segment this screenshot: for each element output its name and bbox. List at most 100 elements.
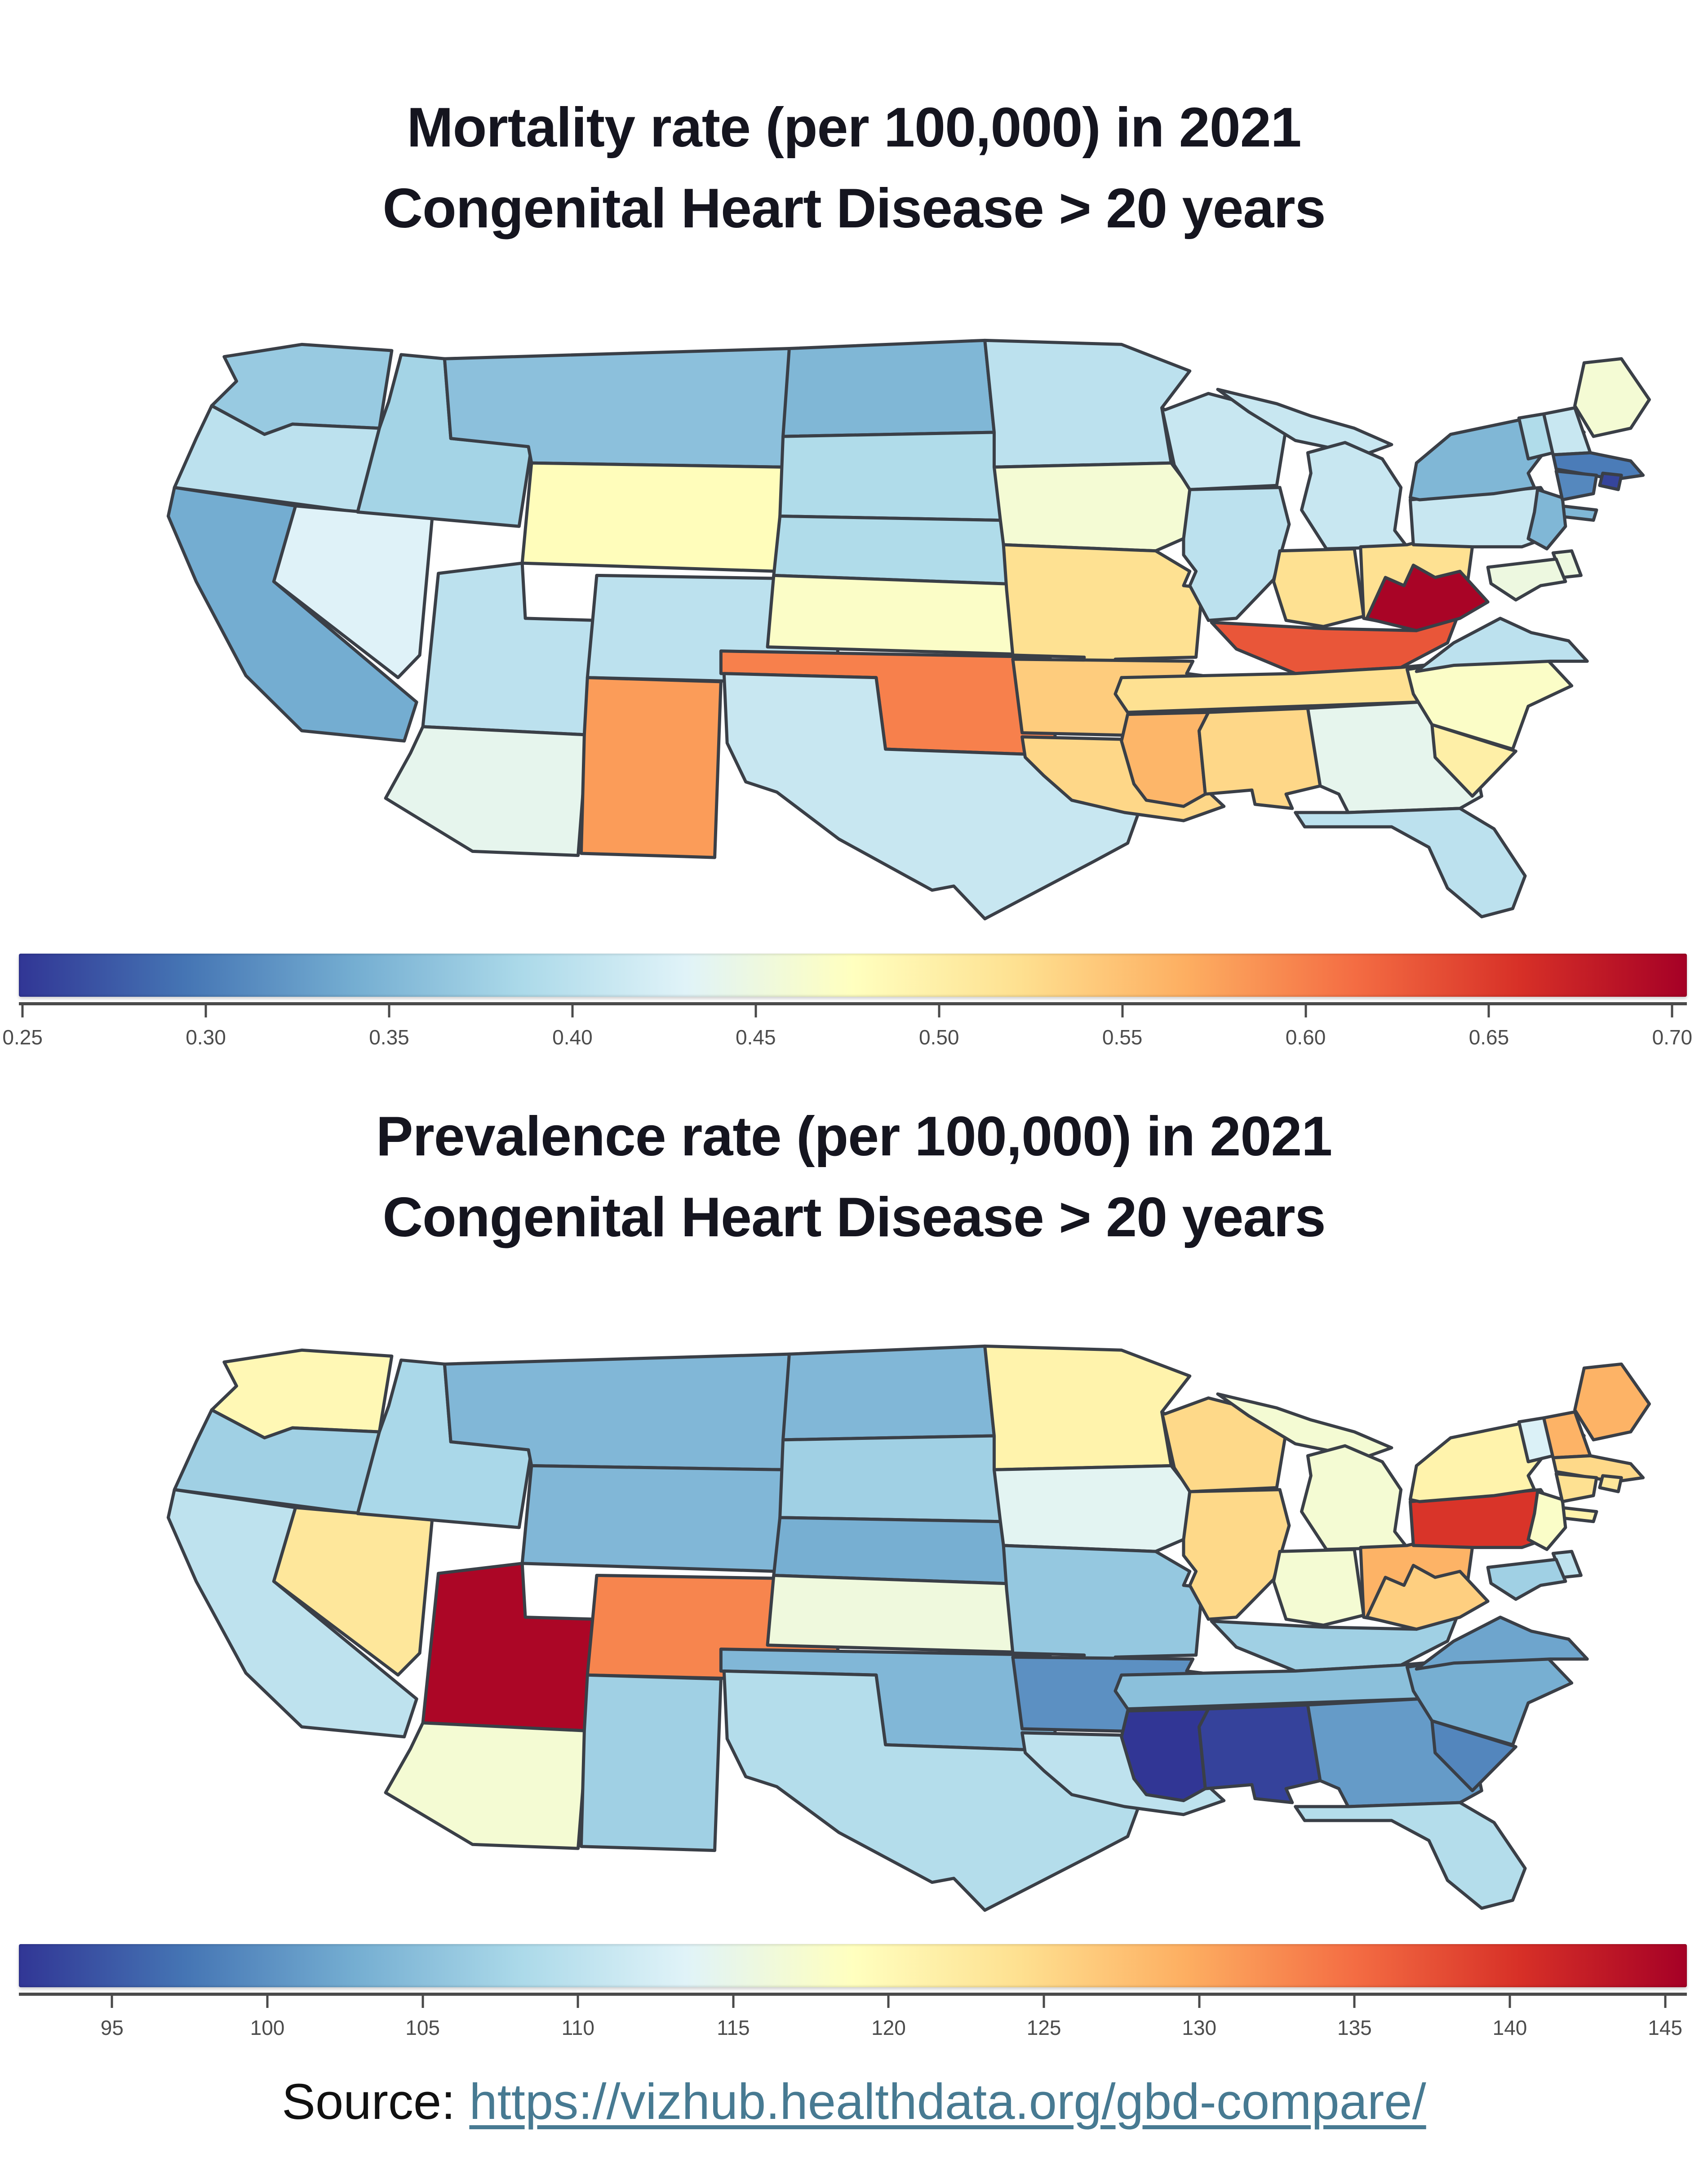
colorbar-tick-label: 105 <box>405 2016 440 2039</box>
mortality-title-line1: Mortality rate (per 100,000) in 2021 <box>407 97 1301 159</box>
prevalence-usa-map-svg <box>112 1312 1665 1930</box>
state-tx <box>724 674 1140 919</box>
colorbar-tick <box>571 1002 574 1017</box>
colorbar-tick <box>1043 1993 1045 2008</box>
colorbar-tick-label: 110 <box>561 2016 594 2039</box>
state-nm <box>581 678 721 857</box>
state-fl <box>1295 1803 1525 1908</box>
state-ut <box>423 563 597 735</box>
state-ia <box>994 1466 1196 1552</box>
colorbar-tick <box>732 1993 735 2008</box>
colorbar-tick <box>1671 1002 1673 1017</box>
colorbar-tick <box>887 1993 890 2008</box>
state-wv <box>1367 1565 1488 1629</box>
colorbar-tick-label: 0.65 <box>1468 1026 1509 1049</box>
colorbar-tick-label: 0.60 <box>1285 1026 1326 1049</box>
state-mi <box>1302 443 1407 549</box>
state-fl <box>1295 808 1525 917</box>
state-mo <box>1003 545 1202 674</box>
prevalence-colorbar: 95 100 105 110 115 120 125 130 135 140 145 <box>19 1944 1687 2063</box>
state-wv <box>1367 565 1488 631</box>
state-me <box>1575 1364 1650 1440</box>
state-ky <box>1211 1617 1457 1671</box>
state-nd <box>783 1346 994 1439</box>
state-md <box>1488 1559 1566 1599</box>
colorbar-tick <box>204 1002 207 1017</box>
prevalence-map-title: Prevalence rate (per 100,000) in 2021 Con… <box>0 1097 1708 1258</box>
state-tx <box>724 1671 1140 1910</box>
colorbar-tick <box>1487 1002 1490 1017</box>
colorbar-tick <box>111 1993 113 2008</box>
colorbar-tick-label: 145 <box>1648 2016 1682 2039</box>
state-mn <box>985 340 1190 467</box>
colorbar-tick <box>1664 1993 1667 2008</box>
colorbar-tick-label: 0.45 <box>736 1026 776 1049</box>
colorbar-tick <box>754 1002 757 1017</box>
state-ma <box>1553 453 1643 479</box>
mortality-colorbar-ticks: 0.25 0.30 0.35 0.40 0.45 0.50 0.55 0.60 0.65 0.70 <box>2 1002 1692 1073</box>
state-ct <box>1556 1474 1597 1501</box>
state-wy <box>522 1466 783 1572</box>
prevalence-colorbar-gradient <box>19 1944 1687 1987</box>
state-va <box>1416 618 1587 671</box>
state-nd <box>783 340 994 436</box>
source-link[interactable]: https://vizhub.healthdata.org/gbd-compar… <box>469 2074 1426 2130</box>
colorbar-tick <box>577 1993 579 2008</box>
colorbar-tick-label: 100 <box>250 2016 285 2039</box>
colorbar-tick <box>421 1993 424 2008</box>
colorbar-tick-label: 0.70 <box>1652 1026 1693 1049</box>
state-ri <box>1600 473 1621 489</box>
colorbar-tick <box>21 1002 24 1017</box>
colorbar-tick-label: 0.30 <box>186 1026 226 1049</box>
colorbar-tick-label: 120 <box>871 2016 906 2039</box>
state-ma <box>1553 1456 1643 1482</box>
state-il <box>1184 488 1289 621</box>
state-al <box>1199 708 1320 808</box>
state-ky <box>1211 618 1457 674</box>
state-in <box>1273 549 1363 626</box>
prevalence-colorbar-axis <box>19 1993 1687 1996</box>
mortality-colorbar: 0.25 0.30 0.35 0.40 0.45 0.50 0.55 0.60 0.65 0.70 <box>2 954 1692 1073</box>
state-il <box>1184 1490 1289 1619</box>
colorbar-tick-label: 135 <box>1337 2016 1372 2039</box>
state-sd <box>780 432 1001 520</box>
state-mn <box>985 1346 1190 1470</box>
state-mi-up <box>1218 389 1392 455</box>
state-ut <box>423 1563 597 1731</box>
state-ia <box>994 463 1196 551</box>
state-nm <box>581 1675 721 1850</box>
mortality-map-title: Mortality rate (per 100,000) in 2021 Cong… <box>0 88 1708 249</box>
mortality-choropleth-map <box>112 306 1665 939</box>
state-mi-up <box>1218 1394 1392 1458</box>
colorbar-tick-label: 0.55 <box>1102 1026 1143 1049</box>
prevalence-colorbar-ticks: 95 100 105 110 115 120 125 130 135 140 145 <box>19 1993 1687 2063</box>
colorbar-tick <box>1198 1993 1201 2008</box>
state-sd <box>780 1436 1001 1522</box>
state-ri <box>1600 1476 1621 1492</box>
colorbar-tick <box>266 1993 269 2008</box>
state-in <box>1273 1550 1363 1625</box>
mortality-title-line2: Congenital Heart Disease > 20 years <box>382 177 1326 240</box>
state-md <box>1488 559 1566 600</box>
mortality-colorbar-gradient <box>19 954 1687 997</box>
colorbar-tick-label: 0.40 <box>552 1026 593 1049</box>
colorbar-tick <box>1304 1002 1307 1017</box>
colorbar-tick <box>388 1002 390 1017</box>
colorbar-tick-label: 130 <box>1182 2016 1217 2039</box>
state-az <box>386 1723 587 1848</box>
mortality-colorbar-axis <box>19 1002 1687 1005</box>
colorbar-tick-label: 0.50 <box>918 1026 959 1049</box>
colorbar-tick-label: 115 <box>717 2016 750 2039</box>
source-line: Source: https://vizhub.healthdata.org/gb… <box>0 2073 1708 2131</box>
prevalence-title-line2: Congenital Heart Disease > 20 years <box>382 1186 1326 1248</box>
state-me <box>1575 359 1650 436</box>
state-mo <box>1003 1545 1202 1671</box>
mortality-usa-map-svg <box>112 306 1665 939</box>
source-label: Source: <box>282 2074 456 2130</box>
state-ct <box>1556 471 1597 500</box>
colorbar-tick-label: 0.25 <box>2 1026 43 1049</box>
colorbar-tick <box>1508 1993 1511 2008</box>
state-mi <box>1302 1446 1407 1550</box>
colorbar-tick-label: 125 <box>1026 2016 1061 2039</box>
